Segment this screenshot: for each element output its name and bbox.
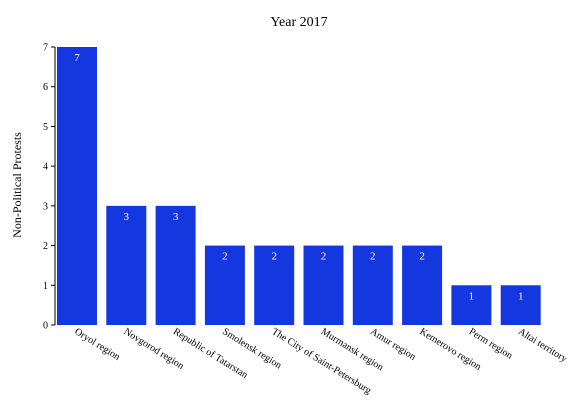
y-tick-label: 3 xyxy=(43,201,48,212)
bar-value-label: 7 xyxy=(74,52,80,64)
bar xyxy=(106,205,147,325)
y-tick-label: 4 xyxy=(43,162,48,173)
bar xyxy=(57,47,97,325)
bar xyxy=(303,245,344,325)
y-tick-label: 6 xyxy=(43,82,48,93)
bars-group: 7 3 3 2 2 2 2 2 1 1 xyxy=(57,47,541,325)
bar xyxy=(500,285,541,325)
bar-value-label: 2 xyxy=(321,251,327,263)
bar-value-label: 3 xyxy=(173,211,179,223)
y-tick-label: 2 xyxy=(43,241,48,252)
bar-value-label: 2 xyxy=(370,251,376,263)
bar-value-label: 2 xyxy=(271,251,277,263)
bar xyxy=(254,245,295,325)
bar-value-label: 2 xyxy=(222,251,228,263)
y-tick-label: 5 xyxy=(43,122,48,133)
y-tick-label: 1 xyxy=(43,281,48,292)
y-axis-ticks: 0 1 2 3 4 5 6 7 xyxy=(43,43,55,332)
bar xyxy=(155,205,196,325)
bar xyxy=(352,245,393,325)
bar xyxy=(451,285,492,325)
y-tick-label: 7 xyxy=(43,43,48,54)
bar-value-label: 2 xyxy=(419,251,425,263)
bar xyxy=(204,245,245,325)
bar xyxy=(402,245,443,325)
bar-value-label: 1 xyxy=(469,290,475,302)
y-tick-label: 0 xyxy=(43,321,48,332)
bar-value-label: 3 xyxy=(124,211,130,223)
x-category-label: Altai territory xyxy=(516,326,569,365)
bar-value-label: 1 xyxy=(518,290,524,302)
x-category-label: Oryol region xyxy=(72,326,121,363)
x-category-label: Perm region xyxy=(467,326,515,361)
y-axis-label: Non-Political Protests xyxy=(10,132,24,238)
chart-title: Year 2017 xyxy=(270,15,327,30)
